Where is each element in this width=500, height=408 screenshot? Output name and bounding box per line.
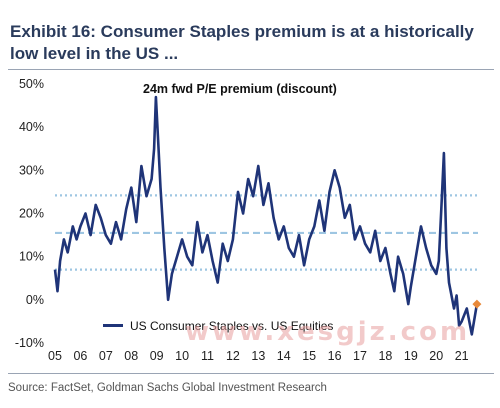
x-tick-label: 12 xyxy=(226,349,240,363)
series-line xyxy=(53,95,479,336)
x-tick-label: 09 xyxy=(150,349,164,363)
x-tick-label: 18 xyxy=(378,349,392,363)
x-tick-label: 19 xyxy=(404,349,418,363)
chart-subtitle: 24m fwd P/E premium (discount) xyxy=(143,82,337,96)
legend: US Consumer Staples vs. US Equities xyxy=(103,319,333,333)
x-tick-label: 14 xyxy=(277,349,291,363)
y-tick-label: 10% xyxy=(19,250,44,264)
x-tick-label: 10 xyxy=(175,349,189,363)
x-tick-label: 20 xyxy=(429,349,443,363)
end-marker xyxy=(472,299,482,309)
x-tick-label: 07 xyxy=(99,349,113,363)
y-axis-ticks: 50% 40% 30% 20% 10% 0% -10% xyxy=(15,77,44,350)
x-tick-label: 21 xyxy=(455,349,469,363)
y-tick-label: 50% xyxy=(19,77,44,91)
x-tick-label: 06 xyxy=(73,349,87,363)
x-tick-label: 13 xyxy=(251,349,265,363)
legend-label: US Consumer Staples vs. US Equities xyxy=(130,319,333,333)
y-tick-label: 0% xyxy=(26,293,44,307)
x-tick-label: 11 xyxy=(201,349,214,363)
x-tick-label: 17 xyxy=(353,349,367,363)
watermark: www.xesgjz.com xyxy=(185,317,470,347)
x-tick-label: 15 xyxy=(302,349,316,363)
plot-area xyxy=(53,95,482,336)
y-tick-label: 40% xyxy=(19,120,44,134)
x-tick-label: 08 xyxy=(124,349,138,363)
y-tick-label: -10% xyxy=(15,336,44,350)
y-tick-label: 20% xyxy=(19,207,44,221)
source-divider xyxy=(8,373,494,374)
exhibit-title: Exhibit 16: Consumer Staples premium is … xyxy=(10,22,474,63)
x-tick-label: 05 xyxy=(48,349,62,363)
source-note: Source: FactSet, Goldman Sachs Global In… xyxy=(8,382,327,394)
x-axis-ticks: 05 06 07 08 09 10 11 12 13 14 15 16 17 18 19 20 21 xyxy=(48,349,469,363)
title-divider xyxy=(8,69,494,70)
x-tick-label: 16 xyxy=(328,349,342,363)
y-tick-label: 30% xyxy=(19,163,44,177)
